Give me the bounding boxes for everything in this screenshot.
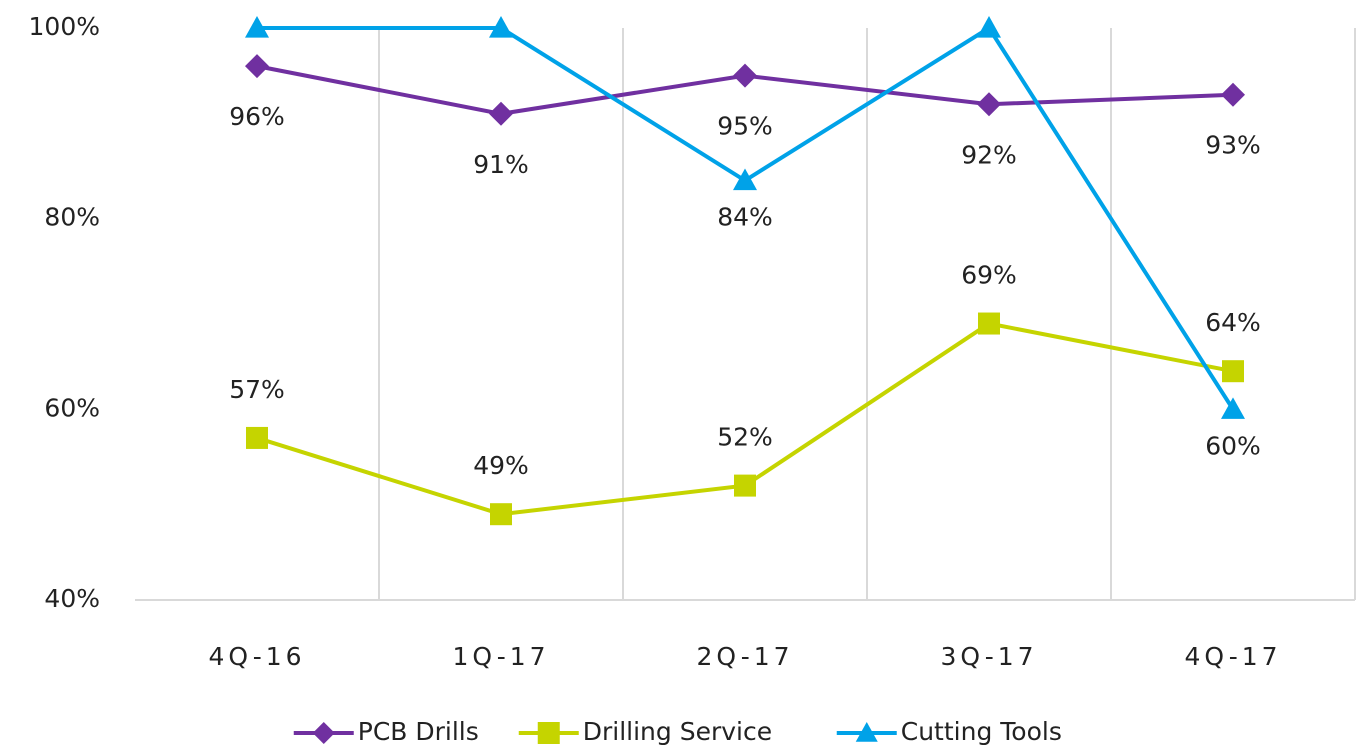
x-tick-label: 4Q-16 [208,642,305,671]
y-tick-label: 100% [29,12,100,41]
x-tick-label: 2Q-17 [696,642,793,671]
data-label: 92% [961,140,1017,169]
legend-label: Drilling Service [583,717,772,746]
data-label: 91% [473,150,529,179]
marker [245,16,269,38]
x-tick-label: 1Q-17 [452,642,549,671]
x-tick-label: 3Q-17 [940,642,1037,671]
marker [245,54,269,79]
marker [537,722,560,744]
y-tick-label: 40% [44,584,100,613]
marker [489,101,513,126]
data-label: 95% [717,112,773,141]
legend-label: Cutting Tools [901,717,1062,746]
data-label: 57% [229,375,285,404]
marker [855,722,878,742]
data-label: 96% [229,102,285,131]
marker [489,16,513,38]
legend-label: PCB Drills [358,717,479,746]
data-label: 52% [717,423,773,452]
data-label: 49% [473,451,529,480]
marker [312,722,335,744]
marker [977,92,1001,117]
marker [733,168,757,191]
x-tick-label: 4Q-17 [1184,642,1281,671]
y-tick-label: 60% [44,393,100,422]
marker [977,16,1001,38]
y-tick-label: 80% [44,203,100,232]
marker [246,426,268,449]
data-label: 69% [961,261,1017,290]
marker [978,312,1000,335]
marker [1222,360,1244,383]
marker [734,474,756,497]
data-label: 84% [717,203,773,232]
marker [1221,82,1245,107]
data-label: 60% [1205,431,1261,460]
marker [1221,397,1245,419]
marker [733,63,757,88]
data-label: 64% [1205,308,1261,337]
data-label: 93% [1205,131,1261,160]
marker [490,503,512,526]
